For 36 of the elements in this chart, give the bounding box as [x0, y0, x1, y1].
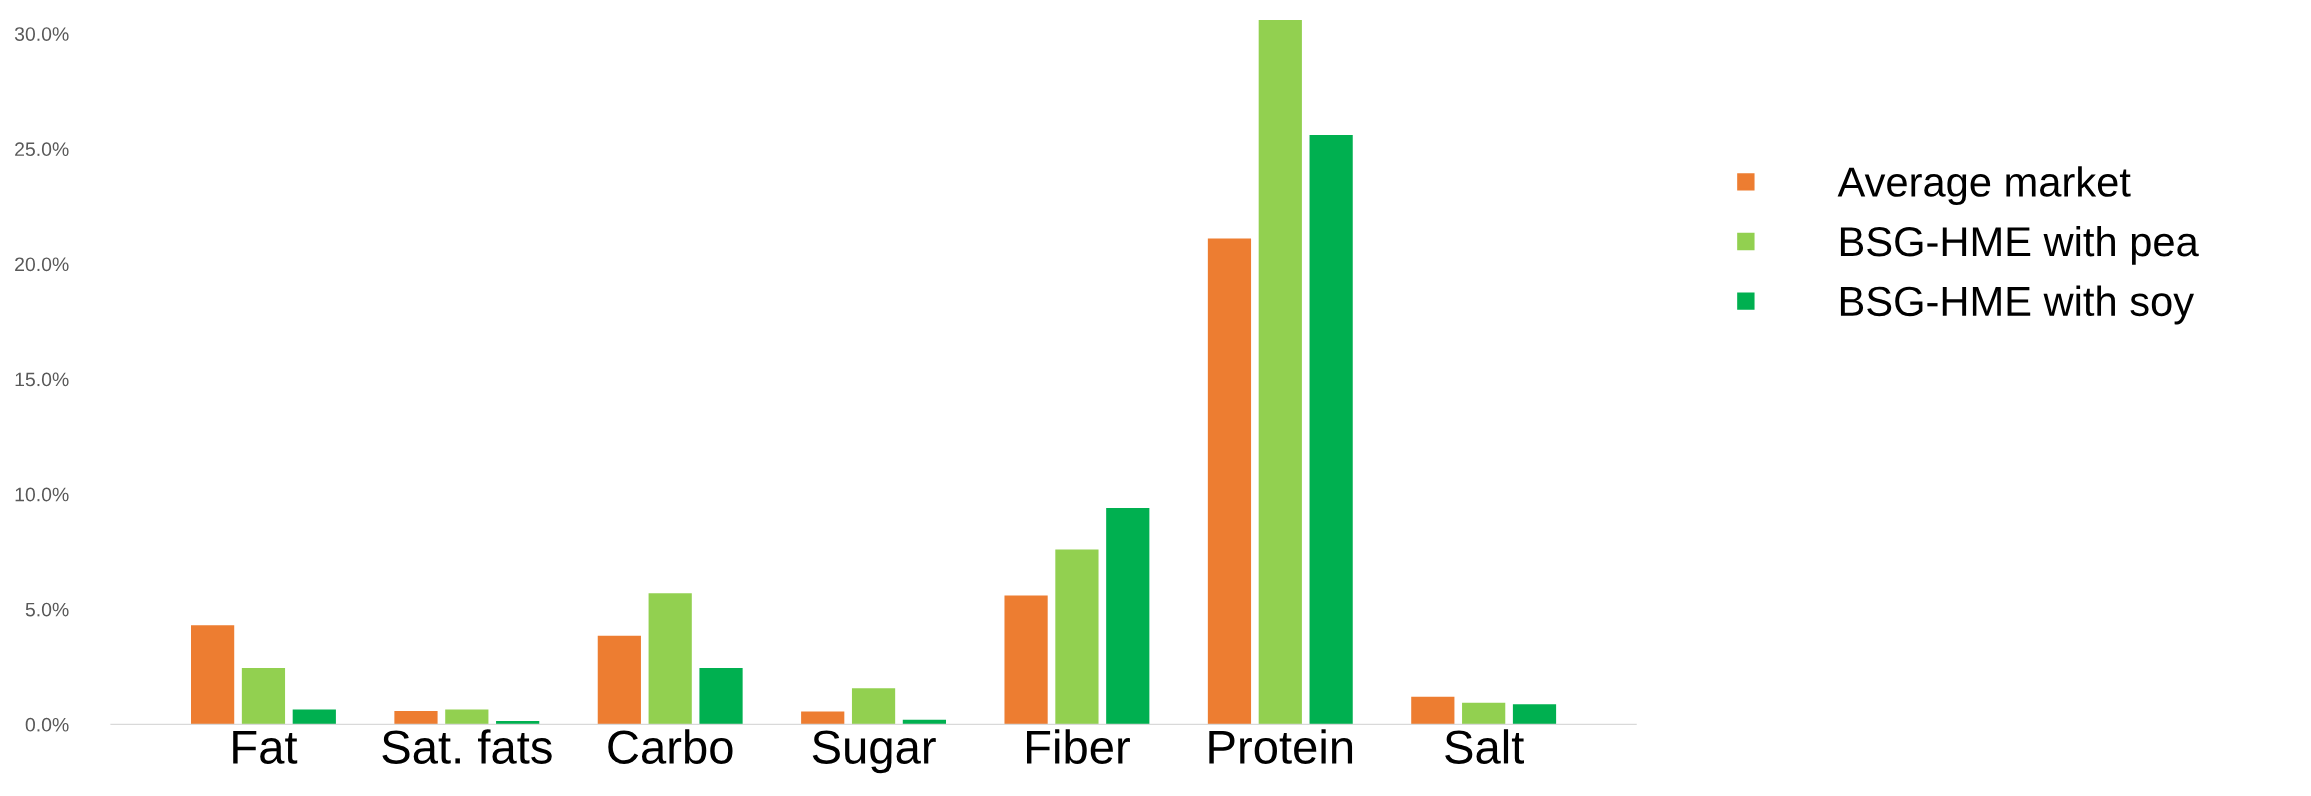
- y-tick-label: 20.0%: [15, 257, 69, 272]
- bar: [292, 709, 336, 725]
- y-tick-label: 0.0%: [25, 717, 69, 732]
- bar: [445, 709, 489, 725]
- legend-label: BSG-HME with pea: [1840, 225, 2199, 265]
- bar: [1055, 549, 1099, 725]
- bar: [241, 667, 286, 725]
- legend-label: Average market: [1837, 166, 2131, 206]
- bar: [851, 688, 896, 725]
- bar: [1207, 238, 1252, 725]
- bar: [1106, 507, 1150, 725]
- y-tick-label: 30.0%: [14, 27, 69, 41]
- bar: [1462, 702, 1506, 725]
- bar: [1411, 696, 1455, 725]
- x-tick-label: Fat: [233, 730, 298, 764]
- bar: [1004, 595, 1048, 725]
- x-tick-label: Carbo: [608, 729, 733, 764]
- y-tick-label: 25.0%: [15, 142, 69, 157]
- legend-label: BSG-HME with soy: [1840, 285, 2194, 325]
- bar: [1309, 135, 1353, 725]
- y-tick-label: 15.0%: [15, 372, 69, 387]
- bar: [699, 667, 743, 725]
- bar: [394, 711, 438, 725]
- x-tick-label: Fiber: [1027, 729, 1130, 764]
- y-tick-label: 10.0%: [15, 487, 69, 502]
- bar: [801, 711, 845, 725]
- x-tick-label: Sat. fats: [382, 729, 552, 764]
- y-tick-label: 5.0%: [25, 602, 69, 617]
- bar: [597, 635, 641, 725]
- x-tick-label: Salt: [1445, 729, 1524, 764]
- bar: [1512, 704, 1557, 725]
- bar: [648, 593, 692, 725]
- bar: [191, 625, 235, 725]
- x-tick-label: Sugar: [812, 730, 936, 774]
- bar: [1258, 19, 1302, 725]
- x-tick-label: Protein: [1209, 729, 1353, 764]
